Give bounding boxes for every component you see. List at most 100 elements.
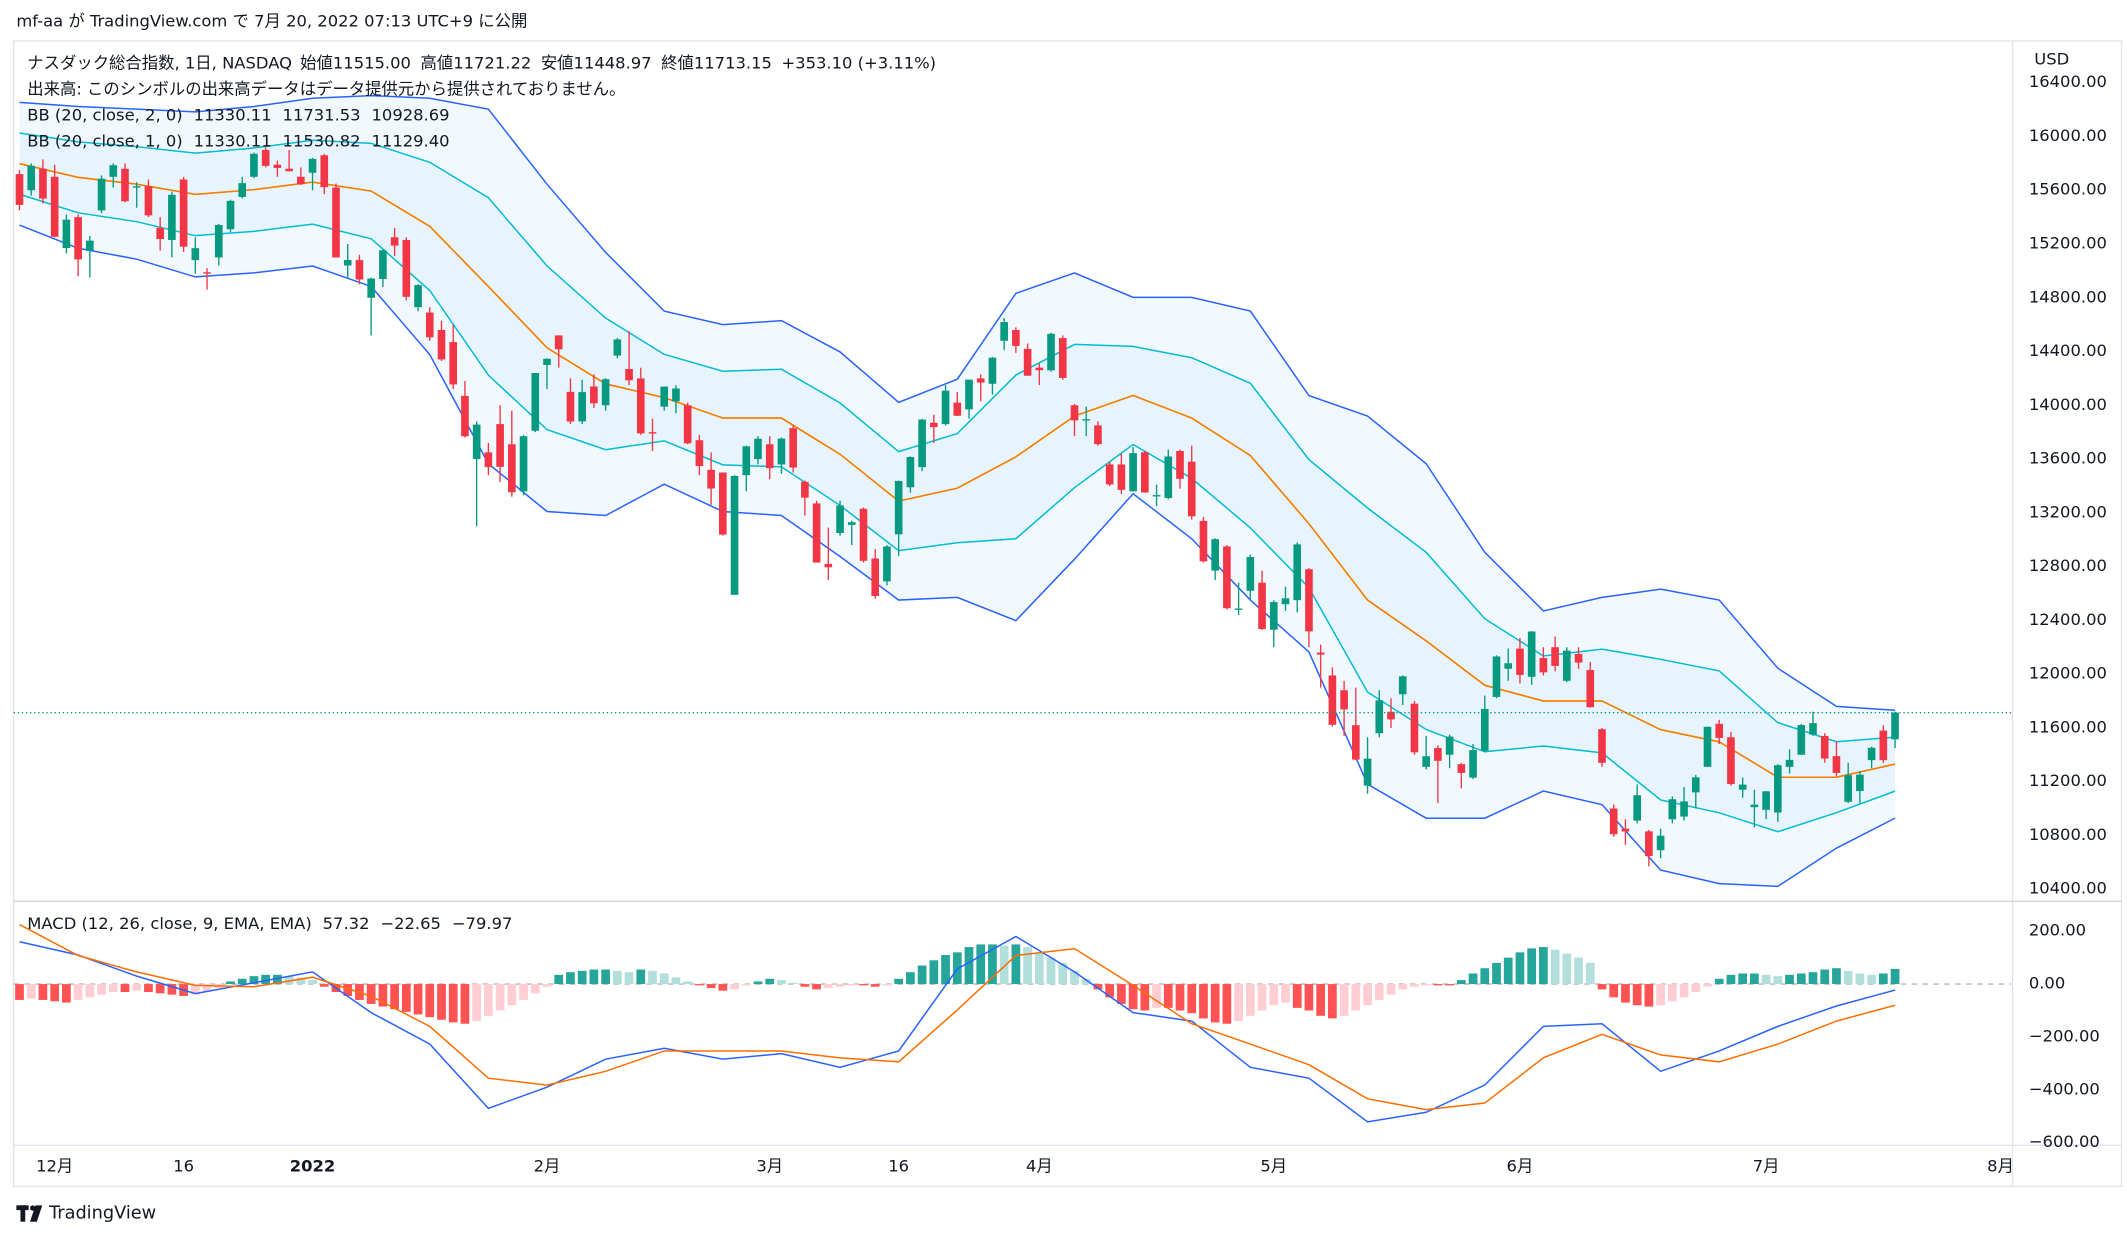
histogram-bar (1257, 984, 1267, 1011)
candle-body (390, 237, 399, 246)
candle-body (554, 335, 563, 350)
candle-body (1680, 801, 1688, 817)
candle-body (590, 386, 598, 404)
candle-body (414, 285, 422, 308)
candle-body (578, 392, 586, 422)
histogram-bar (577, 970, 587, 985)
histogram-bar (1398, 984, 1408, 990)
histogram-bar (1667, 984, 1677, 1002)
candle-body (930, 422, 938, 428)
candle-body (27, 165, 36, 191)
legend-text: 出来高: このシンボルの出来高データはデータ提供元から提供されておりません。 (27, 80, 625, 99)
candle-body (62, 219, 71, 249)
candle-body (508, 444, 516, 493)
histogram-bar (1222, 984, 1232, 1024)
histogram-bar (1351, 984, 1361, 1011)
histogram-bar (202, 984, 212, 993)
candle-body (1234, 608, 1243, 610)
histogram-bar (999, 945, 1009, 985)
candle-body (132, 186, 141, 188)
histogram-bar (1105, 984, 1115, 998)
candle-body (379, 250, 387, 279)
candle-body (15, 174, 24, 205)
candle-body (97, 178, 106, 211)
histogram-bar (507, 984, 517, 1006)
legend-text: BB (20, close, 2, 0) (27, 105, 182, 124)
y-tick-label: 12000.00 (2029, 664, 2107, 683)
histogram-bar (554, 974, 564, 985)
candle-body (1738, 784, 1747, 790)
histogram-bar (296, 977, 306, 985)
histogram-bar (1832, 968, 1841, 985)
candle-body (660, 386, 669, 407)
candle-body (461, 395, 469, 437)
histogram-bar (437, 984, 446, 1020)
x-tick-label: 2022 (290, 1157, 336, 1176)
histogram-bar (85, 984, 95, 998)
candle-body (1105, 464, 1114, 485)
candle-body (1387, 711, 1395, 720)
band-fill (19, 132, 1896, 832)
histogram-bar (1117, 984, 1126, 1004)
histogram-bar (1632, 984, 1642, 1006)
candle-body (1891, 712, 1899, 740)
histogram-bar (1562, 953, 1572, 985)
histogram-bar (308, 980, 317, 985)
y-tick-label: −200.00 (2029, 1026, 2100, 1045)
candle-body (203, 272, 211, 274)
candle-body (519, 436, 528, 492)
candle-body (1727, 737, 1735, 785)
y-tick-label: 10400.00 (2029, 879, 2107, 898)
x-tick-label: 3月 (756, 1157, 783, 1176)
histogram-bar (530, 984, 540, 994)
candle-body (1516, 648, 1524, 675)
histogram-bar (1421, 984, 1431, 986)
legend-text: 11330.11 (194, 131, 272, 150)
histogram-bar (859, 984, 868, 986)
y-tick-label: 13600.00 (2029, 449, 2107, 468)
histogram-bar (132, 984, 142, 991)
histogram-bar (319, 984, 329, 987)
candle-body (1762, 791, 1770, 810)
candle-body (1316, 652, 1325, 655)
candle-body (297, 176, 305, 185)
histogram-bar (1820, 969, 1830, 985)
candle-body (648, 432, 657, 434)
histogram-bar (425, 984, 435, 1018)
candle-body (1199, 520, 1208, 562)
candle-body (285, 168, 293, 172)
candle-body (1774, 765, 1782, 813)
candle-body (1633, 795, 1641, 821)
candle-body (238, 183, 247, 197)
histogram-bar (378, 984, 388, 1007)
x-tick-label: 5月 (1260, 1157, 1287, 1176)
histogram-bar (941, 954, 950, 985)
histogram-bar (1339, 984, 1349, 1016)
x-tick-label: 2月 (534, 1157, 561, 1176)
histogram-bar (1281, 984, 1290, 1003)
histogram-bar (695, 984, 704, 986)
x-tick-label: 16 (888, 1157, 909, 1176)
histogram-bar (1046, 957, 1056, 985)
histogram-bar (788, 982, 798, 985)
histogram-bar (753, 981, 763, 985)
candle-body (1305, 569, 1313, 632)
histogram-bar (261, 974, 271, 985)
candle-body (883, 546, 891, 582)
histogram-bar (612, 970, 622, 985)
histogram-bar (1503, 957, 1513, 985)
histogram-bar (1679, 984, 1689, 998)
macd-line (19, 935, 1896, 1123)
candle-body (625, 368, 633, 381)
histogram-bar (1245, 984, 1255, 1016)
candle-body (918, 419, 926, 468)
histogram-bar (472, 984, 482, 1022)
histogram-bar (495, 984, 505, 1011)
band-line (19, 193, 1896, 833)
candle-body (273, 164, 282, 168)
candle-body (1656, 835, 1665, 851)
histogram-bar (671, 977, 681, 985)
candle-body (1609, 808, 1618, 835)
candle-body (765, 444, 774, 469)
candle-body (86, 240, 94, 251)
